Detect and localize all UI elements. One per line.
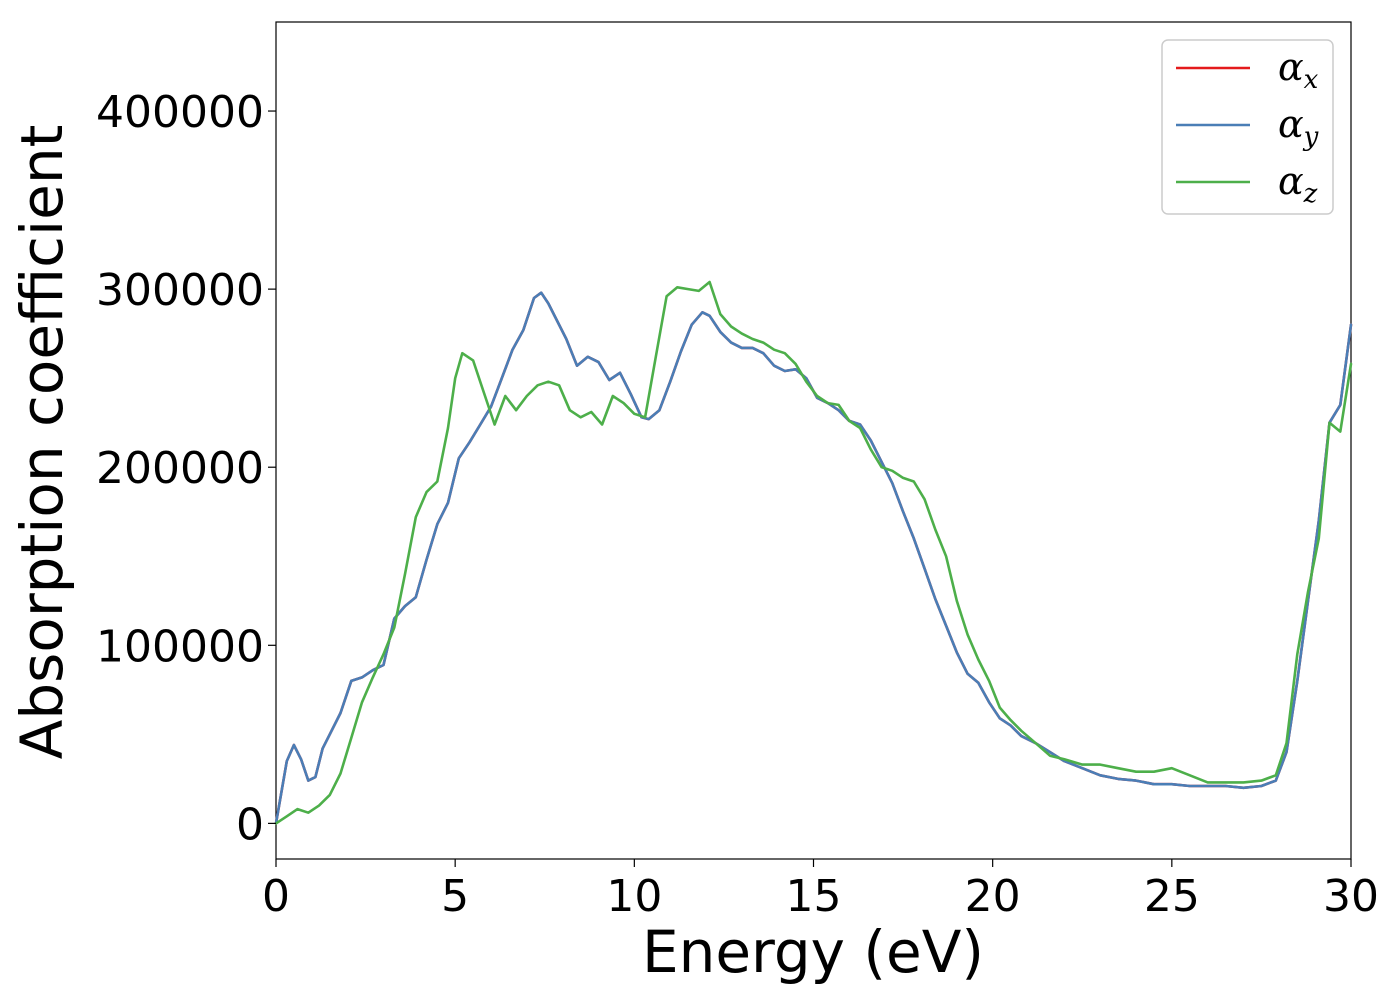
x-tick-label: 10 [606,871,662,922]
legend-label-z: αz [1278,159,1318,209]
series-line-z [274,280,1353,825]
legend-box [1161,39,1334,215]
x-tick-label: 20 [965,871,1021,922]
series-line-y [274,291,1353,825]
y-tick-label: 200000 [96,443,264,494]
x-tick-label: 25 [1144,871,1200,922]
y-tick-label: 400000 [96,87,264,138]
legend-label-y: αy [1278,102,1319,152]
legend-items: αx αy αz [1176,45,1319,209]
x-axis-title: Energy (eV) [642,918,984,986]
y-axis-ticks: 0 100000 200000 300000 400000 [96,87,276,850]
legend-label-x: αx [1278,45,1319,95]
x-axis-ticks: 0 5 10 15 20 25 30 [262,859,1379,922]
legend: αx αy αz [1161,39,1334,215]
x-tick-label: 15 [786,871,842,922]
x-tick-label: 0 [262,871,290,922]
y-tick-label: 100000 [96,621,264,672]
y-axis-title: Absorption coefficient [8,125,76,760]
y-tick-label: 300000 [96,265,264,316]
y-tick-label: 0 [236,799,264,850]
x-tick-label: 30 [1323,871,1379,922]
x-tick-label: 5 [441,871,469,922]
series-layer [274,280,1353,825]
